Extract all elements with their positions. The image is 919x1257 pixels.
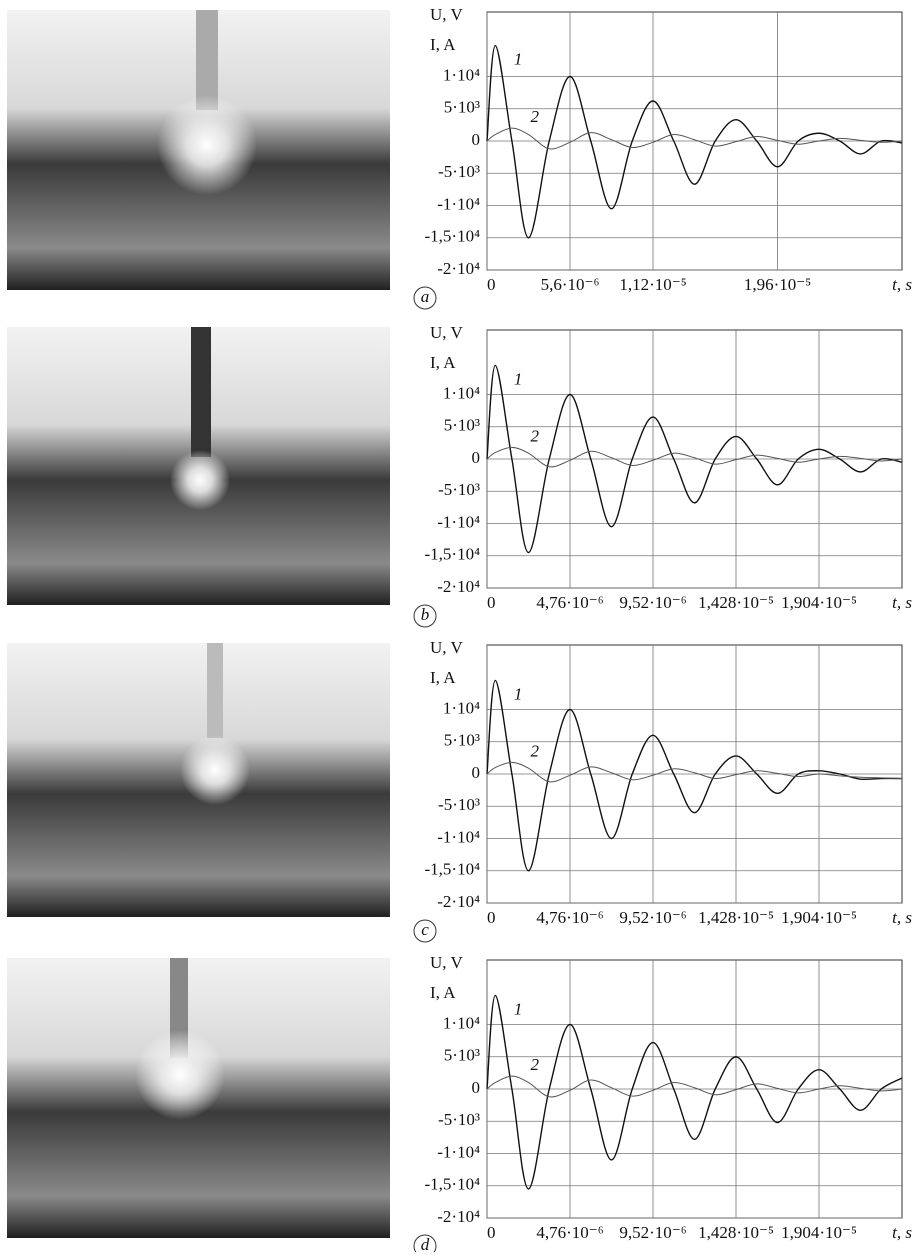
y-tick-label: -1·10⁴ [437,194,480,213]
y-tick-label: 5·10³ [444,98,480,117]
y-axis-label: U, V [430,5,463,24]
x-tick-label: 0 [487,908,496,927]
y-tick-label: -5·10³ [438,162,480,181]
y-tick-label: 0 [472,1078,481,1097]
y-tick-label: -2·10⁴ [437,577,480,596]
series-line [486,994,903,1190]
panel-label: d [421,1235,430,1252]
series-line [486,1075,903,1098]
series-label: 1 [514,684,523,703]
y-tick-label: 1·10⁴ [443,383,480,402]
x-axis-label: t, s [892,1223,912,1242]
series-label: 1 [514,999,523,1018]
y-tick-label: 5·10³ [444,416,480,435]
y-tick-label: -2·10⁴ [437,259,480,278]
y-axis-label: U, V [430,323,463,342]
y-tick-label: 1·10⁴ [443,698,480,717]
y-tick-label: -5·10³ [438,480,480,499]
y-tick-label: 5·10³ [444,731,480,750]
y-tick-label: 1·10⁴ [443,65,480,84]
x-tick-label: 1,904·10⁻⁵ [781,593,857,612]
x-tick-label: 0 [487,275,496,294]
x-tick-label: 9,52·10⁻⁶ [619,908,686,927]
y-tick-label: 0 [472,130,481,149]
photo-d [7,958,390,1238]
y-axis-label: U, V [430,953,463,972]
panel-circle [413,1234,437,1257]
panel-circle [413,604,437,628]
panel-label: a [421,287,430,306]
series-line [486,761,903,783]
y-tick-label: -1,5·10⁴ [425,227,481,246]
y-tick-label: -5·10³ [438,795,480,814]
y-tick-label: -1·10⁴ [437,512,480,531]
panel-circle [413,286,437,310]
y-tick-label: -1,5·10⁴ [425,1175,481,1194]
x-tick-label: 1,428·10⁻⁵ [698,593,774,612]
x-tick-label: 1,904·10⁻⁵ [781,1223,857,1242]
panel-label: c [421,920,429,939]
x-tick-label: 5,6·10⁻⁶ [541,275,600,294]
y-axis-label: I, A [430,983,456,1002]
photo-a [7,10,390,290]
x-tick-label: 1,96·10⁻⁵ [744,275,811,294]
x-tick-label: 1,904·10⁻⁵ [781,908,857,927]
series-line [486,679,903,872]
series-line [486,446,903,468]
panel-circle [413,919,437,943]
y-tick-label: 0 [472,448,481,467]
series-label: 1 [514,369,523,388]
x-tick-label: 4,76·10⁻⁶ [536,1223,603,1242]
photo-c [7,643,390,917]
x-tick-label: 1,12·10⁻⁵ [619,275,686,294]
y-tick-label: -1,5·10⁴ [425,545,481,564]
x-tick-label: 4,76·10⁻⁶ [536,593,603,612]
x-tick-label: 9,52·10⁻⁶ [619,593,686,612]
x-axis-label: t, s [892,275,912,294]
x-axis-label: t, s [892,593,912,612]
series-label: 2 [531,426,540,445]
x-tick-label: 9,52·10⁻⁶ [619,1223,686,1242]
x-tick-label: 0 [487,593,496,612]
y-tick-label: 1·10⁴ [443,1013,480,1032]
series-label: 2 [531,1055,540,1074]
y-tick-label: 5·10³ [444,1046,480,1065]
series-label: 2 [531,107,540,126]
y-tick-label: -2·10⁴ [437,1207,480,1226]
x-tick-label: 1,428·10⁻⁵ [698,1223,774,1242]
y-tick-label: -2·10⁴ [437,892,480,911]
x-axis-label: t, s [892,908,912,927]
x-tick-label: 4,76·10⁻⁶ [536,908,603,927]
y-tick-label: -1·10⁴ [437,827,480,846]
y-axis-label: U, V [430,638,463,657]
y-axis-label: I, A [430,353,456,372]
y-tick-label: -5·10³ [438,1110,480,1129]
y-axis-label: I, A [430,35,456,54]
x-tick-label: 1,428·10⁻⁵ [698,908,774,927]
series-line [486,127,903,150]
panel-label: b [421,605,430,624]
y-tick-label: -1,5·10⁴ [425,860,481,879]
y-axis-label: I, A [430,668,456,687]
series-label: 2 [531,741,540,760]
x-tick-label: 0 [487,1223,496,1242]
y-tick-label: -1·10⁴ [437,1142,480,1161]
series-line [486,44,903,239]
photo-b [7,327,390,605]
y-tick-label: 0 [472,763,481,782]
series-label: 1 [514,49,523,68]
